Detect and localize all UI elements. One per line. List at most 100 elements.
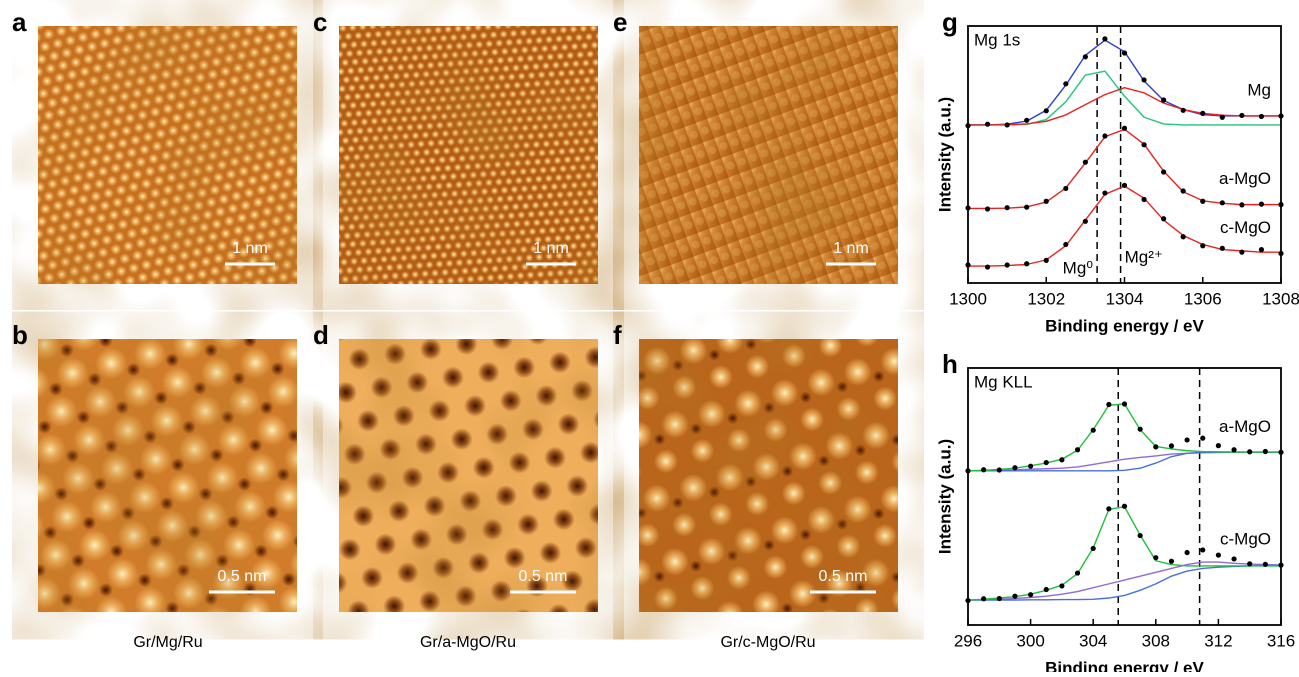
data-point (1102, 36, 1107, 41)
scale-bar-label: 0.5 nm (819, 568, 868, 585)
x-tick-label: 1306 (1184, 289, 1222, 308)
x-tick-label: 1308 (1262, 289, 1299, 308)
x-tick-label: 304 (1079, 631, 1107, 650)
data-point (1161, 216, 1166, 221)
data-point (1200, 547, 1205, 552)
data-point (985, 264, 990, 269)
panel-label: e (613, 7, 627, 37)
x-axis-label: Binding energy / eV (1045, 658, 1204, 672)
data-point (1059, 457, 1064, 462)
data-point (1169, 443, 1174, 448)
data-point (1161, 97, 1166, 102)
data-point (1259, 202, 1264, 207)
data-point (1024, 205, 1029, 210)
data-point (1220, 200, 1225, 205)
data-point (1153, 555, 1158, 560)
x-axis-label: Binding energy / eV (1045, 316, 1204, 335)
data-point (1106, 402, 1111, 407)
data-point (1044, 587, 1049, 592)
data-point (1091, 428, 1096, 433)
data-point (1005, 205, 1010, 210)
data-point (985, 122, 990, 127)
scale-bar-label: 0.5 nm (218, 568, 267, 585)
data-point (1185, 550, 1190, 555)
fit-curve (968, 71, 1281, 125)
data-point (1239, 202, 1244, 207)
data-point (1106, 506, 1111, 511)
data-point (1181, 234, 1186, 239)
data-point (1200, 199, 1205, 204)
chart-title: Mg 1s (974, 30, 1020, 49)
data-point (1247, 449, 1252, 454)
data-point (1102, 133, 1107, 138)
series-label: Mg (1247, 80, 1271, 99)
chart-title: Mg KLL (974, 372, 1033, 391)
scale-bar-label: 0.5 nm (519, 568, 568, 585)
data-point (1181, 108, 1186, 113)
reference-label: Mg²⁺ (1125, 247, 1163, 266)
data-point (1024, 118, 1029, 123)
panel-label: a (12, 7, 27, 37)
data-point (1200, 111, 1205, 116)
caption: Gr/Mg/Ru (133, 634, 202, 651)
scale-bar-label: 1 nm (833, 240, 869, 257)
data-point (1220, 246, 1225, 251)
data-point (1138, 533, 1143, 538)
panel-label: b (12, 320, 28, 350)
caption: Gr/a-MgO/Ru (420, 634, 516, 651)
data-point (1200, 436, 1205, 441)
data-point (1083, 54, 1088, 59)
data-point (1185, 437, 1190, 442)
data-point (1263, 562, 1268, 567)
data-point (1024, 261, 1029, 266)
data-point (985, 206, 990, 211)
data-point (1231, 447, 1236, 452)
data-point (981, 596, 986, 601)
data-point (1263, 449, 1268, 454)
scale-bar-label: 1 nm (533, 240, 569, 257)
panel-label: c (313, 7, 327, 37)
data-point (1216, 552, 1221, 557)
data-point (1259, 247, 1264, 252)
data-point (1044, 460, 1049, 465)
y-axis-label: Intensity (a.u.) (935, 97, 954, 212)
data-point (1044, 199, 1049, 204)
data-point (1141, 77, 1146, 82)
panel-label: h (942, 349, 958, 379)
x-tick-label: 312 (1204, 631, 1232, 650)
data-point (1220, 115, 1225, 120)
data-point (1141, 197, 1146, 202)
panel-label: f (613, 320, 622, 350)
figure: a1 nmb0.5 nmc1 nmd0.5 nme1 nmf0.5 nmGr/M… (0, 0, 1299, 672)
data-point (1083, 219, 1088, 224)
data-point (1141, 142, 1146, 147)
data-point (1138, 427, 1143, 432)
data-point (1122, 183, 1127, 188)
x-tick-label: 300 (1016, 631, 1044, 650)
series-label: c-MgO (1220, 218, 1271, 237)
data-point (1122, 401, 1127, 406)
series-label: a-MgO (1219, 169, 1271, 188)
data-point (1181, 188, 1186, 193)
series-label: a-MgO (1219, 417, 1271, 436)
data-point (1075, 447, 1080, 452)
reference-label: Mg⁰ (1063, 258, 1094, 277)
data-point (1161, 169, 1166, 174)
data-point (1122, 126, 1127, 131)
data-point (1216, 443, 1221, 448)
data-point (1028, 464, 1033, 469)
y-axis-label: Intensity (a.u.) (935, 439, 954, 554)
data-point (1091, 546, 1096, 551)
data-point (1259, 114, 1264, 119)
series-label: c-MgO (1220, 530, 1271, 549)
data-point (1169, 559, 1174, 564)
x-tick-label: 316 (1267, 631, 1295, 650)
data-point (1044, 108, 1049, 113)
data-point (1239, 113, 1244, 118)
data-point (1122, 50, 1127, 55)
plot-frame (968, 26, 1281, 283)
data-point (1247, 561, 1252, 566)
fit-curve (968, 507, 1281, 600)
